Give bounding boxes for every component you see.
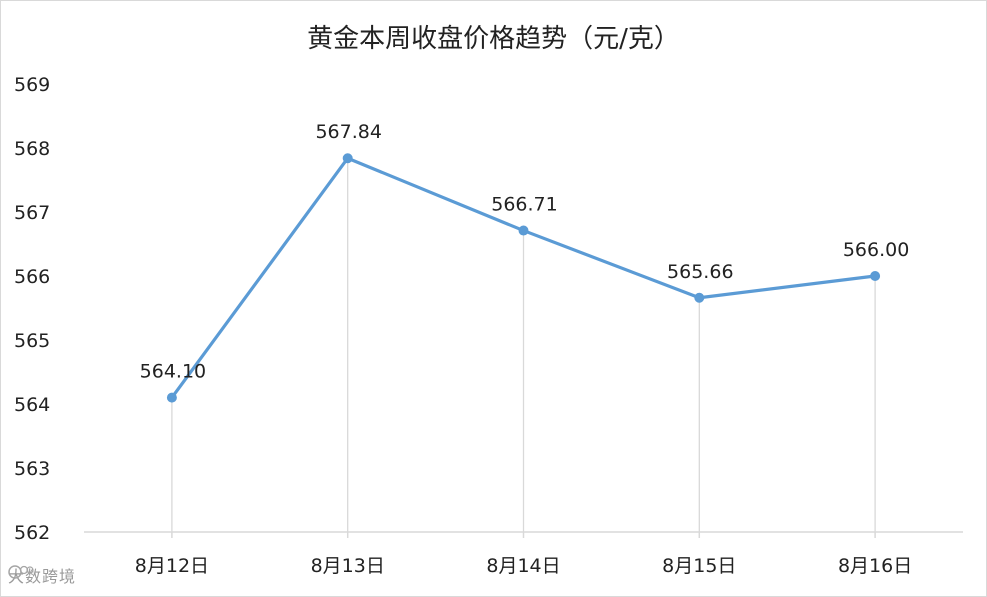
- data-point: [694, 292, 705, 303]
- y-tick-label: 566: [14, 266, 50, 288]
- data-point: [342, 153, 353, 164]
- x-tick-label: 8月13日: [311, 555, 385, 577]
- x-tick-label: 8月16日: [838, 555, 912, 577]
- data-label: 565.66: [667, 261, 733, 283]
- y-tick-label: 568: [14, 138, 50, 160]
- y-tick-label: 562: [14, 522, 50, 544]
- y-tick-label: 565: [14, 330, 50, 352]
- watermark: 大数跨境: [8, 563, 76, 587]
- data-label: 564.10: [140, 361, 206, 383]
- x-tick-label: 8月15日: [662, 555, 736, 577]
- x-tick-label: 8月12日: [135, 555, 209, 577]
- data-point: [870, 271, 881, 281]
- watermark-text: 大数跨境: [8, 567, 77, 586]
- y-tick-label: 569: [14, 74, 50, 96]
- data-label: 566.71: [491, 194, 557, 216]
- data-label: 567.84: [315, 121, 381, 143]
- data-label: 566.00: [843, 239, 909, 261]
- y-tick-label: 563: [14, 458, 50, 480]
- x-tick-label: 8月14日: [486, 555, 560, 577]
- data-point: [518, 225, 529, 236]
- y-tick-label: 564: [14, 394, 50, 416]
- chart-title: 黄金本周收盘价格趋势（元/克）: [307, 24, 680, 54]
- watermark-logo-icon: [8, 565, 34, 579]
- data-point: [166, 392, 177, 403]
- y-tick-label: 567: [14, 202, 50, 224]
